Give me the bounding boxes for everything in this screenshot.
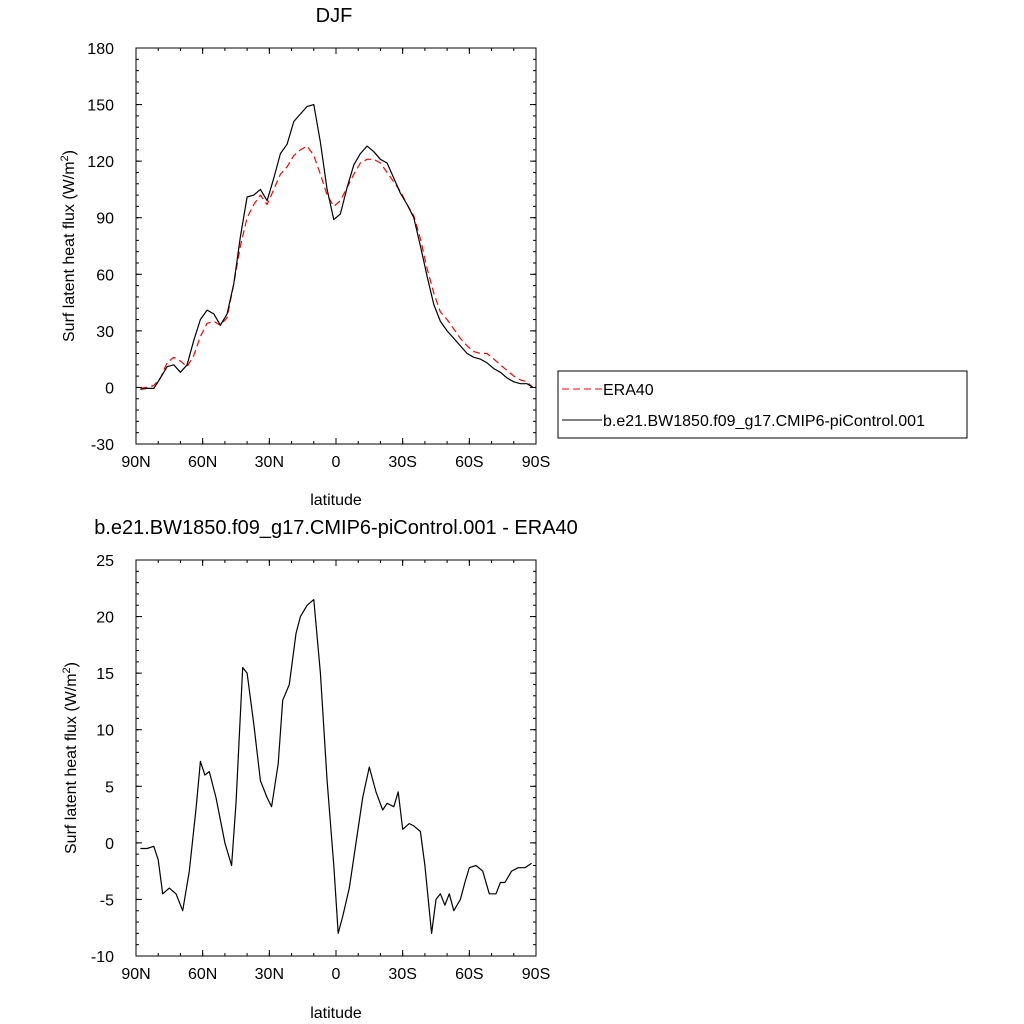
difference-x-tick-label: 30N <box>255 966 284 983</box>
difference-x-tick-label: 30S <box>388 966 416 983</box>
difference-x-tick-label: 90S <box>522 966 550 983</box>
difference-x-tick-label: 60S <box>455 966 483 983</box>
djf-y-axis-label: Surf latent heat flux (W/m2) <box>59 150 78 342</box>
difference-x-ticks: 90N 60N 30N 0 30S 60S 90S <box>121 560 550 983</box>
difference-x-tick-label: 0 <box>332 966 341 983</box>
difference-y-ticks: -10 -5 0 5 10 15 20 25 <box>91 553 536 966</box>
difference-y-tick-label: 5 <box>105 779 114 796</box>
djf-x-tick-label: 60S <box>455 454 483 471</box>
legend-label-model: b.e21.BW1850.f09_g17.CMIP6-piControl.001 <box>603 413 925 430</box>
djf-y-tick-label: 30 <box>96 324 114 341</box>
djf-series-group <box>140 103 534 390</box>
djf-y-axis-label-superscript: 2 <box>59 155 71 161</box>
difference-chart-title: b.e21.BW1850.f09_g17.CMIP6-piControl.001… <box>94 517 578 539</box>
djf-minor-ticks <box>135 47 537 445</box>
difference-series-group <box>140 598 532 935</box>
difference-x-tick-label: 90N <box>121 966 150 983</box>
difference-series-difference-line <box>140 598 532 935</box>
difference-y-tick-label: 20 <box>96 610 114 627</box>
djf-x-ticks: 90N 60N 30N 0 30S 60S 90S <box>121 48 550 471</box>
djf-x-tick-label: 60N <box>188 454 217 471</box>
djf-y-tick-label: -30 <box>91 437 114 454</box>
djf-y-tick-label: 60 <box>96 267 114 284</box>
difference-x-axis-label: latitude <box>310 1005 362 1022</box>
difference-y-tick-label: 0 <box>105 836 114 853</box>
djf-y-tick-label: 0 <box>105 380 114 397</box>
djf-y-tick-label: 180 <box>87 41 114 58</box>
difference-panel: b.e21.BW1850.f09_g17.CMIP6-piControl.001… <box>61 517 578 1022</box>
difference-x-tick-label: 60N <box>188 966 217 983</box>
difference-y-tick-label: -5 <box>100 892 114 909</box>
djf-x-tick-label: 90N <box>121 454 150 471</box>
djf-y-tick-label: 90 <box>96 211 114 228</box>
djf-plot-frame <box>135 47 537 445</box>
difference-y-axis-label-superscript: 2 <box>61 667 73 673</box>
djf-x-tick-label: 30S <box>388 454 416 471</box>
difference-y-tick-label: 15 <box>96 666 114 683</box>
legend-label-era40: ERA40 <box>603 382 654 399</box>
djf-x-tick-label: 30N <box>255 454 284 471</box>
difference-y-axis-label-main: Surf latent heat flux (W/m <box>63 673 80 854</box>
difference-y-tick-label: 25 <box>96 553 114 570</box>
djf-panel: DJF 90N 60N 30N 0 30S 60S 90S -30 0 30 60 90 120 150… <box>59 5 550 509</box>
djf-y-axis-label-close: ) <box>61 150 78 155</box>
legend-box <box>557 370 968 439</box>
djf-x-tick-label: 0 <box>332 454 341 471</box>
legend: ERA40 b.e21.BW1850.f09_g17.CMIP6-piContr… <box>557 370 968 439</box>
difference-y-tick-label: 10 <box>96 723 114 740</box>
difference-y-axis-label: Surf latent heat flux (W/m2) <box>61 662 80 854</box>
difference-y-tick-label: -10 <box>91 949 114 966</box>
djf-y-axis-label-main: Surf latent heat flux (W/m <box>61 161 78 342</box>
difference-minor-ticks <box>135 559 537 957</box>
djf-y-ticks: -30 0 30 60 90 120 150 180 <box>87 41 536 454</box>
djf-chart-title: DJF <box>316 5 353 27</box>
djf-y-tick-label: 120 <box>87 154 114 171</box>
difference-y-axis-label-close: ) <box>63 662 80 667</box>
djf-series-era40-line <box>140 145 534 389</box>
djf-series-b-e21-bw1850-f09-g17-cmip6-picontrol-001-line <box>140 103 534 390</box>
djf-x-axis-label: latitude <box>310 492 362 509</box>
djf-x-tick-label: 90S <box>522 454 550 471</box>
djf-y-tick-label: 150 <box>87 98 114 115</box>
